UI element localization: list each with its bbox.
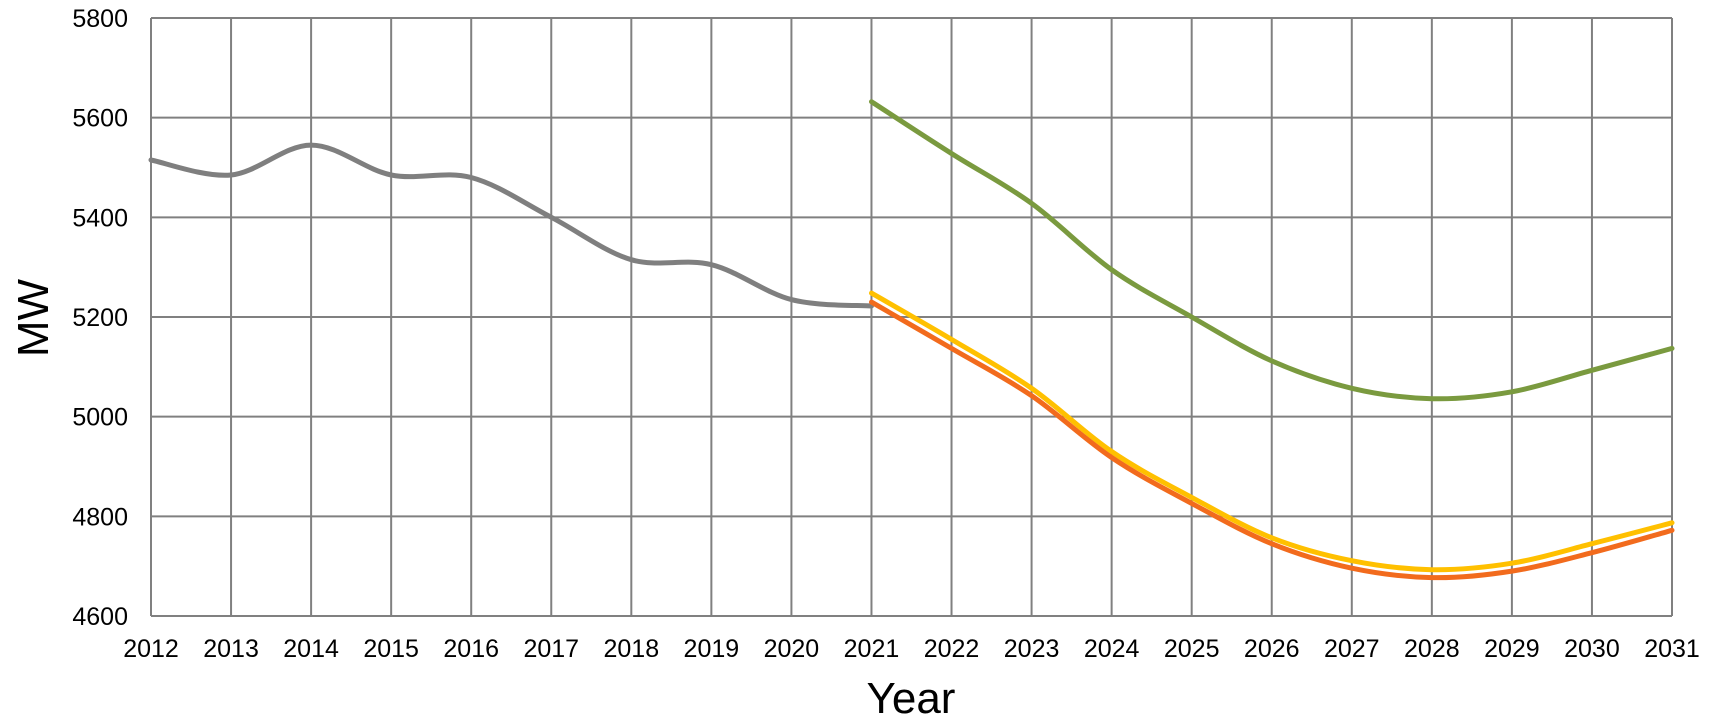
y-axis-title: MW <box>9 278 58 357</box>
grid <box>150 17 1673 617</box>
x-tick-label: 2015 <box>363 635 419 663</box>
y-tick-label: 4600 <box>72 603 128 631</box>
y-tick-label: 5400 <box>72 204 128 232</box>
x-tick-label: 2028 <box>1404 635 1460 663</box>
x-tick-label: 2026 <box>1244 635 1300 663</box>
x-tick-label: 2031 <box>1644 635 1700 663</box>
x-tick-label: 2013 <box>203 635 259 663</box>
x-tick-label: 2022 <box>924 635 980 663</box>
series-line-4 <box>869 299 1675 581</box>
y-tick-label: 5800 <box>72 5 128 33</box>
x-tick-label: 2016 <box>443 635 499 663</box>
x-tick-label: 2012 <box>123 635 179 663</box>
x-tick-label: 2023 <box>1004 635 1060 663</box>
x-axis-title: Year <box>867 674 956 718</box>
x-tick-label: 2021 <box>844 635 900 663</box>
y-axis-ticks: 4600 4800 5000 5200 5400 5600 5800 <box>72 5 128 631</box>
x-tick-label: 2020 <box>764 635 820 663</box>
x-tick-label: 2018 <box>604 635 660 663</box>
y-tick-label: 5600 <box>72 105 128 133</box>
y-tick-label: 5000 <box>72 404 128 432</box>
x-tick-label: 2030 <box>1564 635 1620 663</box>
x-tick-label: 2029 <box>1484 635 1540 663</box>
x-tick-label: 2025 <box>1164 635 1220 663</box>
x-tick-label: 2024 <box>1084 635 1140 663</box>
x-axis-ticks: 2012 2013 2014 2015 2016 2017 2018 2019 2020 2021… <box>123 635 1700 663</box>
series-line-2 <box>869 99 1675 402</box>
y-tick-label: 4800 <box>72 503 128 531</box>
series-line-3 <box>869 290 1675 573</box>
x-tick-label: 2027 <box>1324 635 1380 663</box>
x-tick-label: 2014 <box>283 635 339 663</box>
x-tick-label: 2019 <box>684 635 740 663</box>
y-tick-label: 5200 <box>72 304 128 332</box>
x-tick-label: 2017 <box>523 635 579 663</box>
series-line-1 <box>148 142 874 309</box>
series-lines <box>148 99 1675 581</box>
